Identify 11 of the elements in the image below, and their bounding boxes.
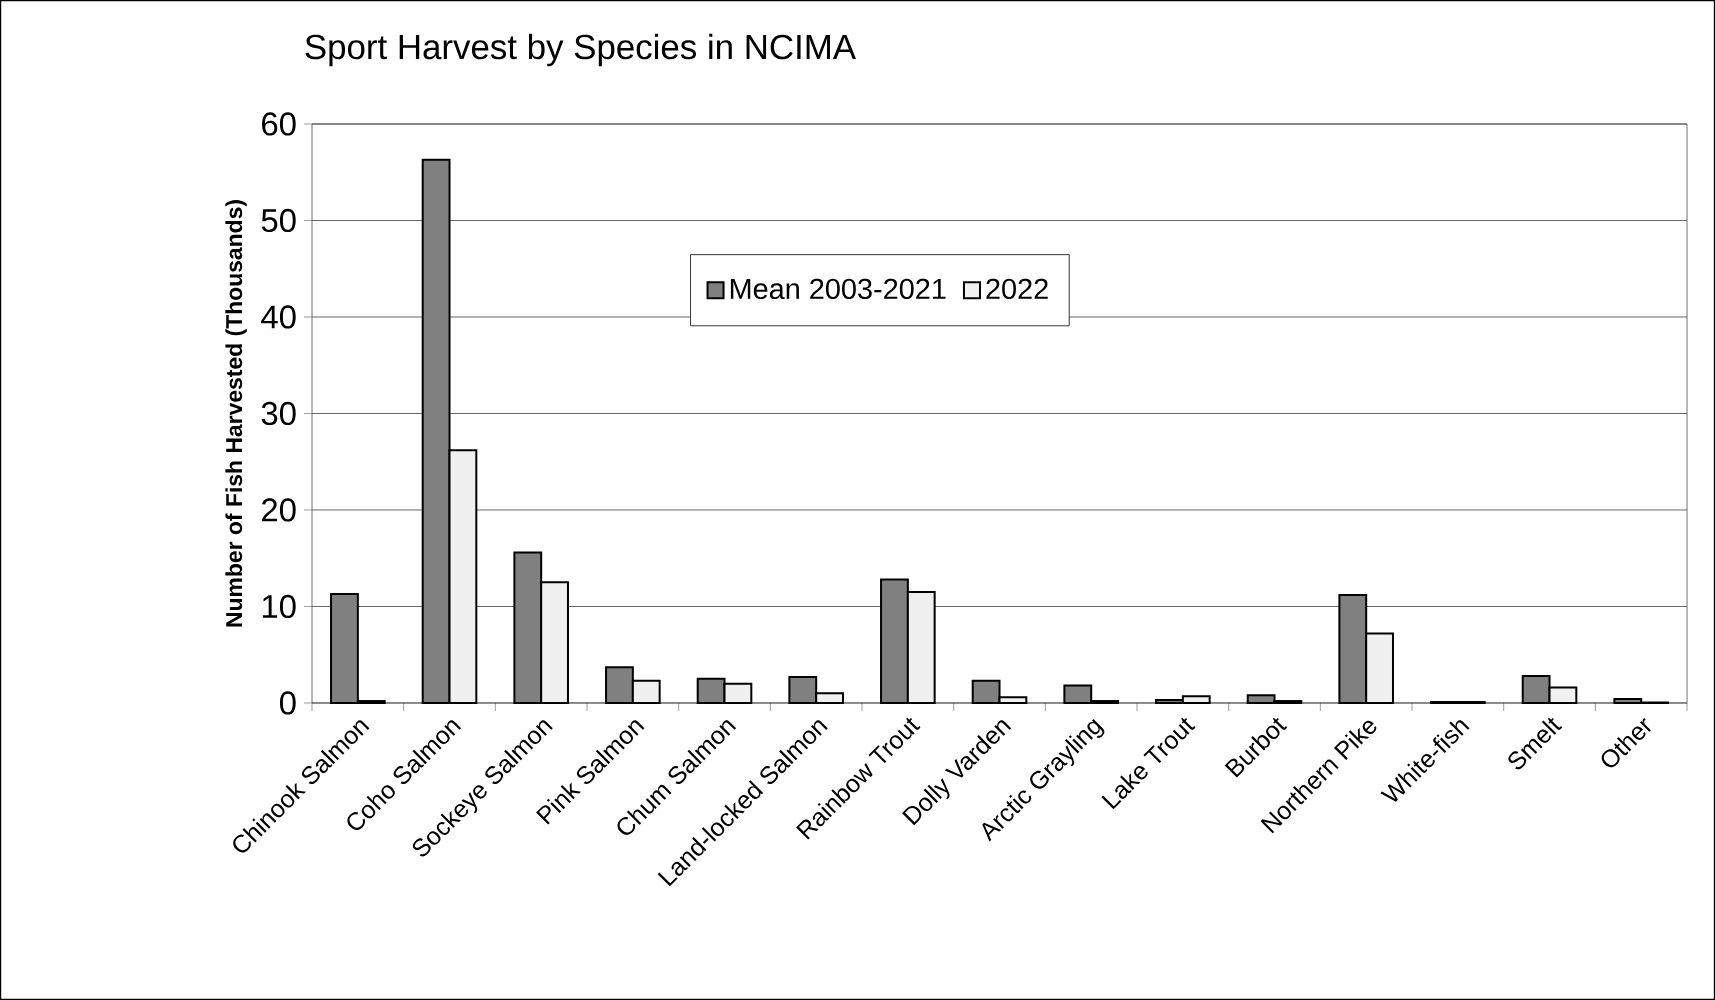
y-tick-label: 40 bbox=[261, 305, 296, 329]
y-tick-label: 50 bbox=[261, 208, 296, 233]
y-tick-label: 30 bbox=[261, 401, 296, 426]
legend-label: Mean 2003-2021 bbox=[730, 278, 946, 300]
y-axis-title: Number of Fish Harvested (Thousands) bbox=[225, 200, 247, 627]
y-tick-label: 20 bbox=[262, 498, 296, 522]
y-tick-label: 10 bbox=[262, 594, 296, 619]
legend-label: 2022 bbox=[986, 278, 1048, 300]
chart-title: Sport Harvest by Species in NCIMA bbox=[305, 33, 857, 67]
y-tick-label: 0 bbox=[279, 691, 296, 715]
y-tick-label: 60 bbox=[262, 112, 296, 136]
